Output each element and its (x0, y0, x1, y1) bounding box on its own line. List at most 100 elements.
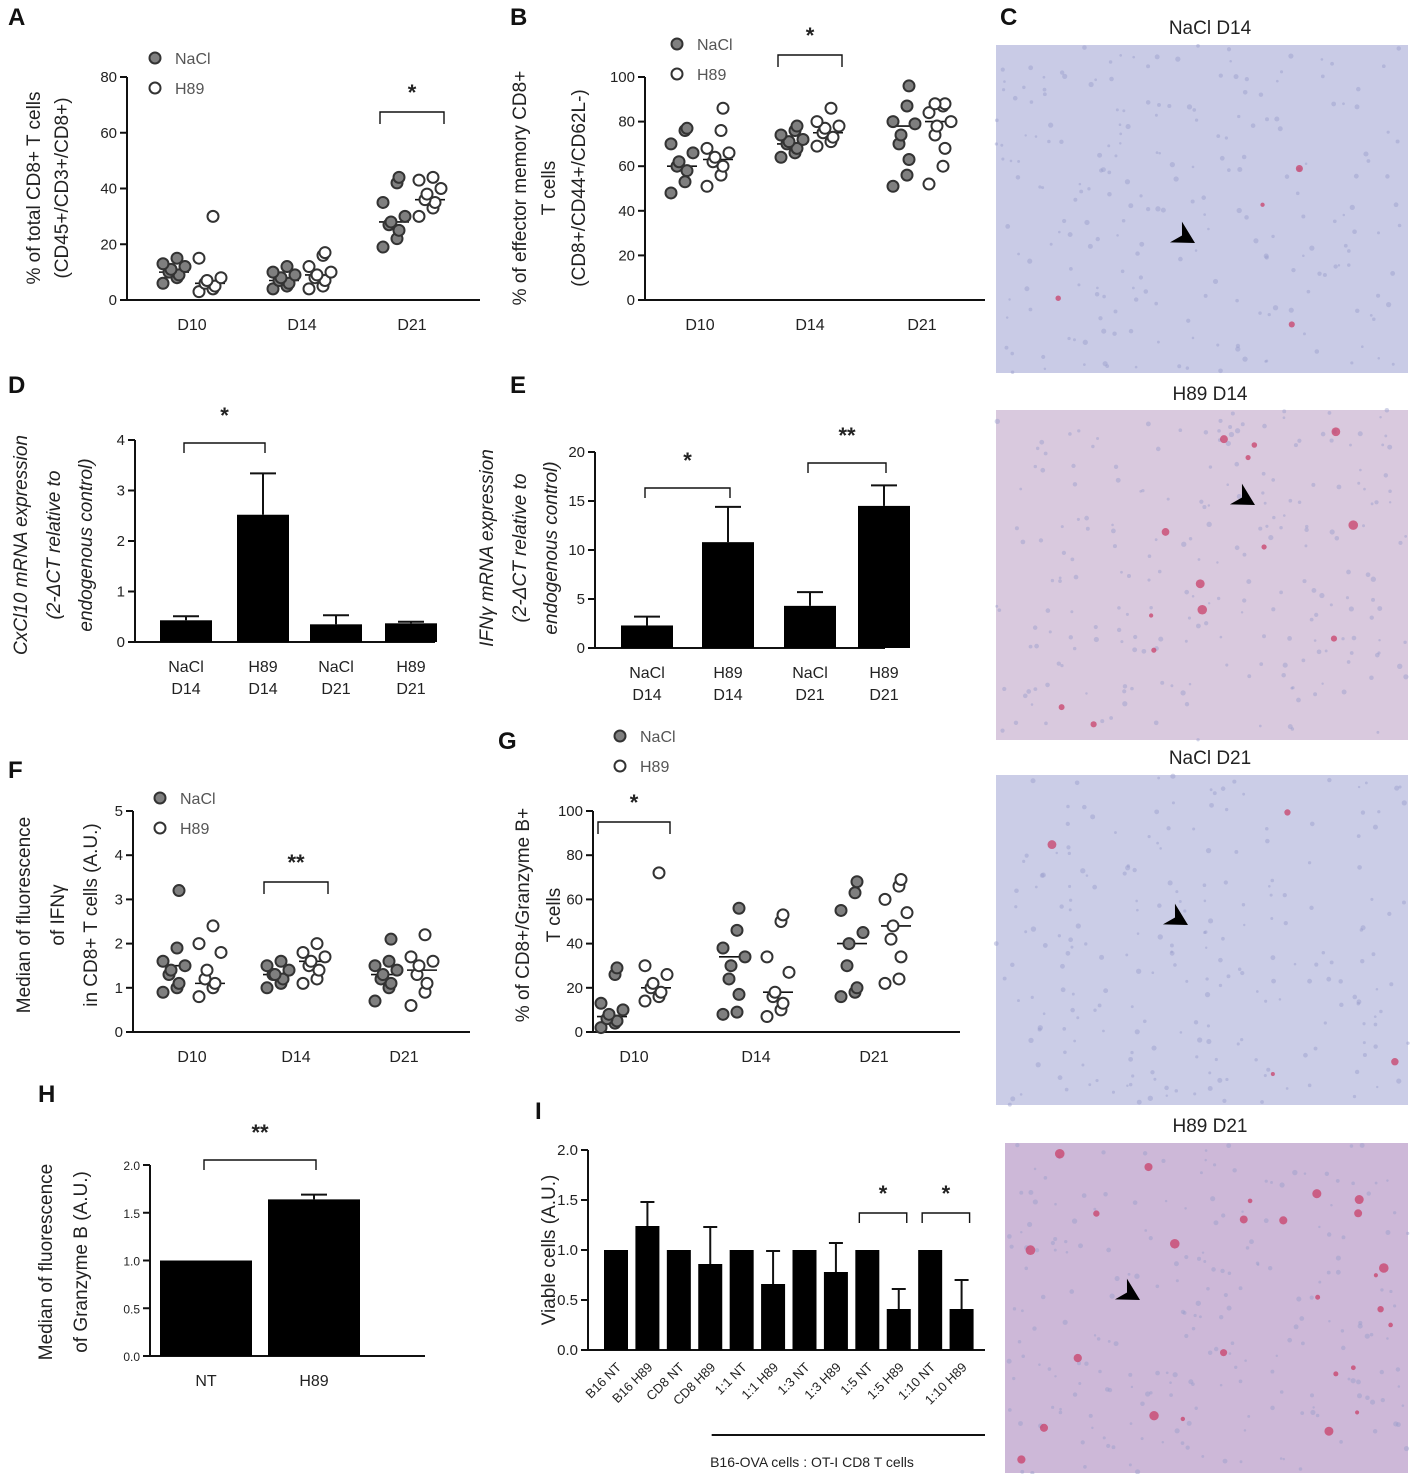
tissue-texture (1352, 994, 1358, 1000)
tissue-texture (1322, 272, 1327, 277)
tissue-texture (1053, 1248, 1057, 1252)
data-point-nacl (384, 932, 398, 946)
data-point-h89 (936, 159, 950, 173)
x-category-label: D21 (907, 317, 936, 334)
bar (635, 1226, 660, 1350)
data-point-nacl (664, 137, 678, 151)
data-point-nacl (664, 186, 678, 200)
tissue-texture (1397, 1385, 1401, 1388)
tissue-texture (1084, 1361, 1089, 1366)
tissue-texture (1134, 365, 1138, 369)
data-point-h89 (412, 209, 426, 223)
tissue-texture (1093, 636, 1099, 643)
tissue-texture (1067, 851, 1071, 856)
significance-bracket (644, 487, 731, 498)
tissue-texture (1164, 1085, 1169, 1091)
y-axis-label: % of CD8+/Granzyme B+ (513, 808, 534, 1022)
data-point-h89 (652, 866, 666, 880)
x-category-label: D14 (713, 687, 742, 704)
tissue-texture (1207, 227, 1210, 231)
tissue-texture (1030, 703, 1034, 706)
x-category-label: D14 (741, 1049, 770, 1066)
data-point-nacl (686, 146, 700, 160)
tissue-texture (1360, 810, 1366, 815)
x-category-label: D10 (177, 317, 206, 334)
tissue-texture (1271, 234, 1275, 239)
data-point-nacl (716, 941, 730, 955)
legend-marker (613, 729, 627, 743)
tissue-texture (1173, 963, 1177, 967)
stained-cell (1388, 1322, 1393, 1328)
tissue-texture (997, 608, 1002, 612)
data-point-h89 (928, 97, 942, 111)
tissue-texture (1370, 502, 1374, 506)
tissue-texture (1169, 1393, 1173, 1397)
tissue-texture (1264, 1179, 1268, 1183)
tissue-texture (1069, 1289, 1075, 1294)
data-point-nacl (902, 153, 916, 167)
data-point-h89 (884, 932, 898, 946)
y-tick-label: 5 (577, 591, 585, 608)
tissue-texture (1154, 54, 1160, 60)
tissue-texture (1225, 440, 1231, 447)
tissue-texture (1059, 70, 1065, 75)
x-category-label: NaCl (792, 665, 828, 682)
tissue-texture (1045, 682, 1050, 688)
x-category-label: D21 (321, 681, 350, 698)
tissue-texture (1015, 175, 1021, 180)
tissue-texture (1241, 903, 1246, 907)
tissue-texture (1205, 977, 1209, 981)
tissue-texture (1329, 529, 1335, 535)
tissue-texture (1042, 1012, 1046, 1016)
tissue-texture (1205, 847, 1212, 854)
tissue-texture (1068, 635, 1073, 640)
data-point-nacl (172, 976, 186, 990)
tissue-texture (1169, 161, 1175, 168)
tissue-texture (1172, 1372, 1178, 1378)
tissue-texture (1079, 189, 1084, 194)
tissue-texture (1394, 785, 1400, 791)
tissue-texture (1237, 114, 1241, 119)
bar (823, 1272, 848, 1350)
tissue-texture (1065, 1250, 1069, 1254)
stained-cell (1161, 528, 1170, 536)
tissue-texture (1102, 1436, 1106, 1440)
tissue-texture (1105, 364, 1110, 368)
tissue-texture (1239, 1460, 1243, 1464)
data-point-h89 (922, 106, 936, 120)
tissue-texture (1056, 661, 1061, 666)
tissue-texture (1188, 682, 1192, 686)
tissue-texture (1304, 162, 1308, 166)
tissue-texture (1073, 574, 1079, 580)
data-point-h89 (318, 246, 332, 260)
data-point-h89 (638, 959, 652, 973)
tissue-texture (1234, 545, 1240, 551)
tissue-texture (1403, 1445, 1410, 1452)
tissue-texture (1203, 213, 1206, 216)
tissue-texture (1019, 1190, 1024, 1195)
significance-bracket (921, 1212, 971, 1223)
bar (949, 1309, 974, 1350)
tissue-texture (1293, 962, 1297, 966)
tissue-texture (1032, 625, 1038, 630)
tissue-texture (1037, 1027, 1042, 1032)
tissue-texture (1178, 900, 1182, 904)
tissue-texture (1063, 1050, 1067, 1055)
tissue-texture (1274, 116, 1280, 122)
tissue-texture (1379, 415, 1382, 419)
data-point-nacl (782, 135, 796, 149)
tissue-texture (1017, 999, 1020, 1003)
tissue-texture (1227, 1271, 1232, 1276)
tissue-texture (1194, 249, 1198, 252)
tissue-texture (1254, 1058, 1258, 1062)
tissue-texture (1141, 488, 1145, 493)
tissue-texture (1374, 500, 1379, 505)
tissue-texture (1403, 640, 1407, 644)
tissue-texture (1358, 1320, 1363, 1325)
tissue-texture (1261, 491, 1265, 495)
tissue-texture (1328, 1320, 1331, 1323)
tissue-texture (1225, 1077, 1229, 1082)
tissue-texture (1271, 978, 1276, 984)
tissue-texture (1243, 923, 1246, 927)
tissue-texture (1001, 88, 1006, 92)
